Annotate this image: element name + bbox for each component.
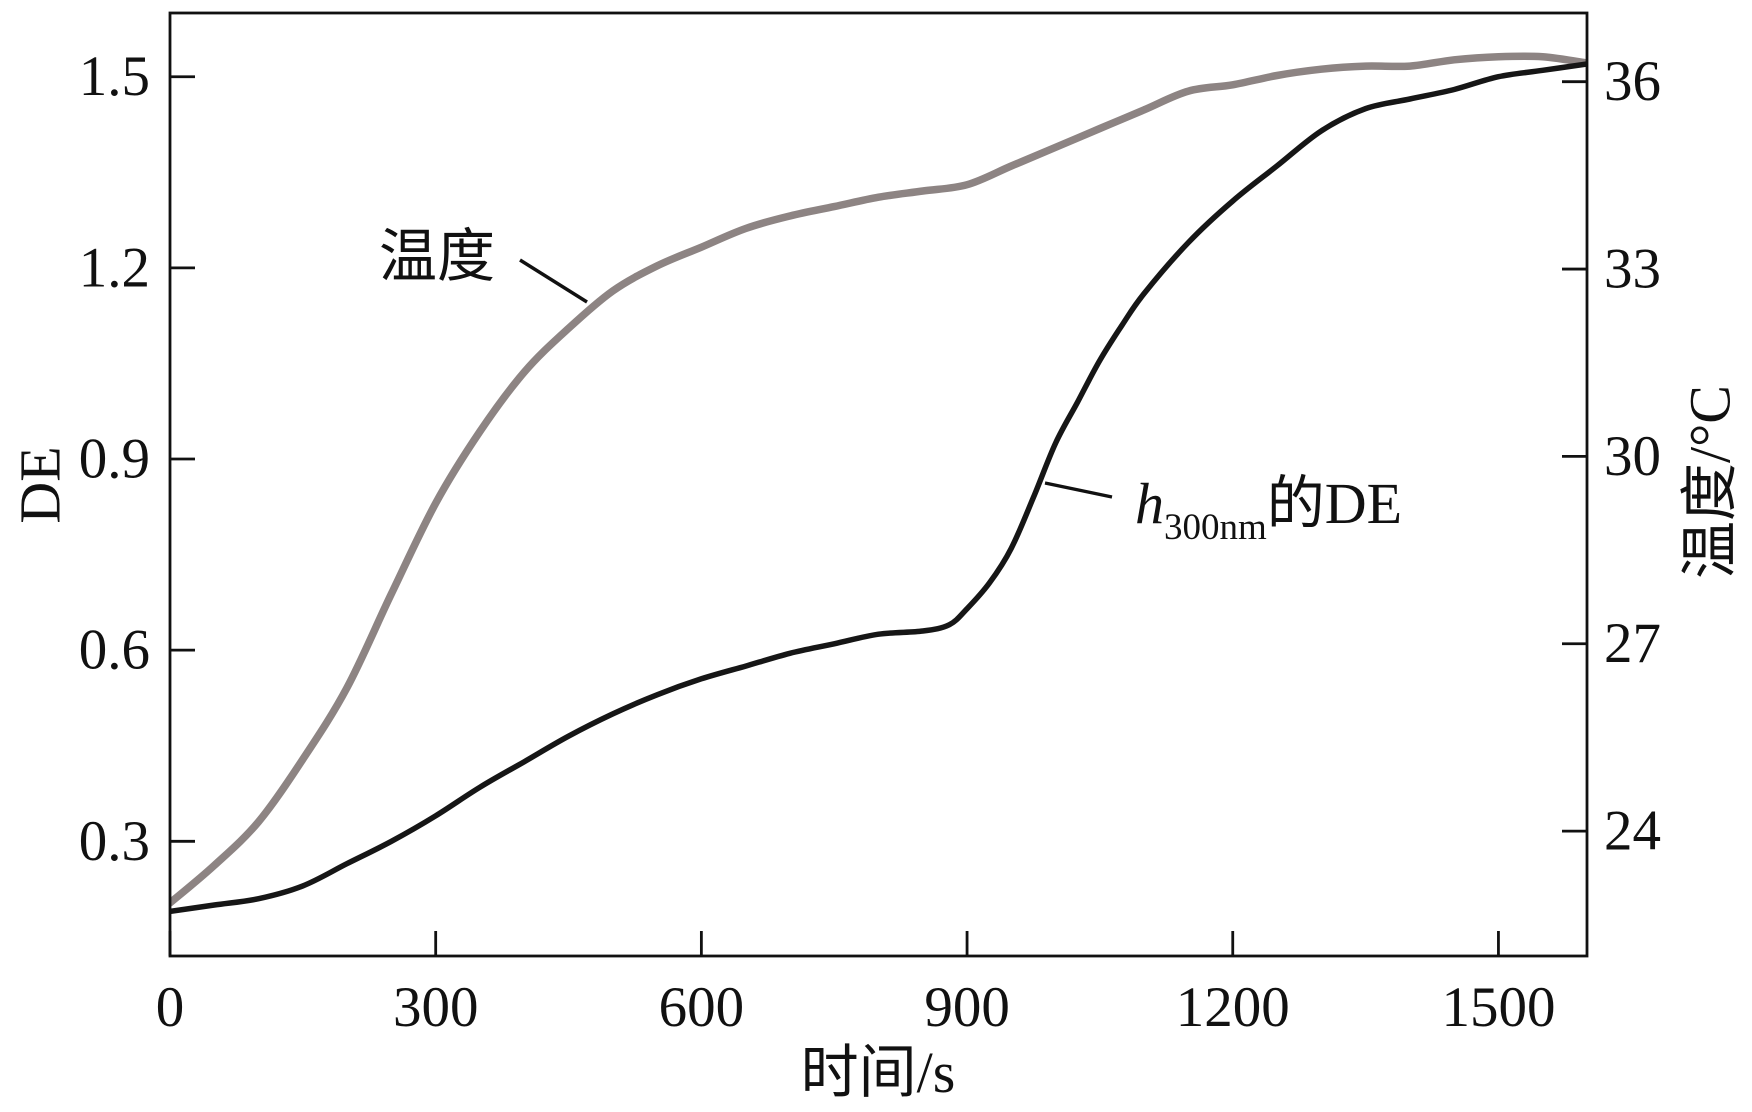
de-series-label: h300nm的DE (1135, 471, 1402, 548)
y-axis-label-right: 温度/°C (1678, 385, 1743, 579)
temperature-series-label: 温度 (379, 224, 495, 289)
x-tick-label: 0 (156, 976, 185, 1039)
annotation-leader-line (1044, 481, 1113, 499)
y-tick-label-left: 1.5 (79, 45, 150, 108)
y-tick-label-right: 24 (1604, 800, 1661, 863)
x-axis-label: 时间/s (801, 1040, 956, 1105)
x-tick-label: 1500 (1441, 976, 1555, 1039)
y-tick-label-right: 27 (1604, 612, 1661, 675)
label-text: 的DE (1267, 471, 1402, 536)
y-tick-label-left: 0.9 (79, 428, 150, 491)
series-layer (170, 52, 1587, 915)
y-axis-label-left: DE (8, 446, 73, 523)
label-subscript: 300nm (1164, 507, 1267, 548)
annotation-layer: h300nm的DE 温度 (379, 224, 1402, 548)
de-series-line (170, 61, 1587, 915)
ticks-layer: 0 300 600 900 1200 1500 0.3 0.6 0.9 1.2 1.5 24 27 30 3… (79, 45, 1661, 1039)
temperature-series-line (170, 52, 1587, 907)
y-tick-label-left: 0.6 (79, 619, 150, 682)
y-tick-label-right: 30 (1604, 425, 1661, 488)
label-italic-symbol: h (1135, 471, 1164, 536)
y-tick-label-right: 33 (1604, 238, 1661, 301)
x-tick-label: 900 (924, 976, 1010, 1039)
x-tick-label: 300 (393, 976, 479, 1039)
x-tick-label: 600 (659, 976, 745, 1039)
y-tick-label-right: 36 (1604, 50, 1661, 113)
y-tick-label-left: 0.3 (79, 810, 150, 873)
x-tick-label: 1200 (1176, 976, 1290, 1039)
plot-frame (168, 11, 1589, 958)
y-tick-label-left: 1.2 (79, 236, 150, 299)
annotation-leader-line (519, 258, 588, 304)
